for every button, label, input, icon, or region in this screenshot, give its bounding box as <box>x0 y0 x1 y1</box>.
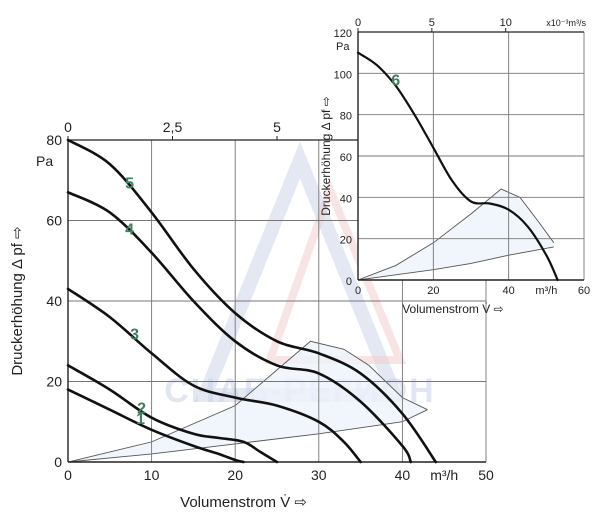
y-tick-label-1-3: 60 <box>340 152 352 164</box>
y-tick-label-1-1: 20 <box>340 235 352 247</box>
y-tick-label-1-2: 40 <box>340 193 352 205</box>
y-tick-label-0-2: 40 <box>46 293 62 309</box>
x-tick-label-0-0: 0 <box>64 467 72 483</box>
curve-label-5: 5 <box>125 175 134 192</box>
secondary-unit-label-1: x10⁻³m³/s <box>546 18 586 28</box>
x-tick-label-0-3: 30 <box>311 467 327 483</box>
curve-5 <box>66 138 438 464</box>
x-tick-label-1-0: 0 <box>355 285 361 297</box>
y-tick-label-1-6: 120 <box>334 28 352 40</box>
secondary-x-tick-label-0-0: 0 <box>64 119 72 135</box>
y-tick-label-0-0: 0 <box>54 454 62 470</box>
x-unit-label-1: m³/h <box>535 285 557 297</box>
y-tick-label-0-1: 20 <box>46 374 62 390</box>
y-unit-label-1: Pa <box>336 41 350 53</box>
y-axis-title-1: Druckerhöhung Δ pf ⇨ <box>319 96 333 215</box>
y-tick-label-1-4: 80 <box>340 111 352 123</box>
curve-label-3: 3 <box>130 326 139 343</box>
secondary-x-tick-label-1-2: 10 <box>500 17 512 29</box>
secondary-x-tick-label-1-1: 5 <box>429 17 435 29</box>
x-tick-label-1-3: 60 <box>578 285 590 297</box>
curve-label-6: 6 <box>391 73 400 90</box>
operating-region-edge-1-1 <box>357 246 554 281</box>
secondary-x-tick-label-1-0: 0 <box>355 17 361 29</box>
x-tick-label-0-2: 20 <box>227 467 243 483</box>
operating-region-fill-1 <box>358 189 554 280</box>
y-tick-label-1-5: 100 <box>334 69 352 81</box>
x-tick-label-0-5: 50 <box>478 467 494 483</box>
operating-region-fill-0 <box>68 341 428 462</box>
y-axis-title-0: Druckerhöhung Δ pf ⇨ <box>9 226 26 375</box>
y-tick-label-1-0: 0 <box>346 276 352 288</box>
x-unit-label-0: m³/h <box>430 467 458 483</box>
curve-1 <box>66 388 245 464</box>
curve-4 <box>66 191 413 464</box>
x-tick-label-1-2: 40 <box>503 285 515 297</box>
y-tick-label-0-4: 80 <box>46 132 62 148</box>
curve-label-4: 4 <box>125 222 134 239</box>
curve-label-2: 2 <box>137 401 146 418</box>
x-tick-label-0-4: 40 <box>395 467 411 483</box>
x-axis-title-1: Volumenstrom V̇ ⇨ <box>402 302 503 316</box>
x-tick-label-1-1: 20 <box>427 285 439 297</box>
operating-region-edge-1-0 <box>357 188 555 281</box>
y-tick-label-0-3: 60 <box>46 213 62 229</box>
x-tick-label-0-1: 10 <box>144 467 160 483</box>
curve-label-1: 1 <box>136 411 145 428</box>
secondary-x-tick-label-0-2: 5 <box>273 119 281 135</box>
curve-3 <box>66 287 362 464</box>
curve-2 <box>66 364 279 464</box>
secondary-x-tick-label-0-1: 2,5 <box>163 119 183 135</box>
curve-6 <box>356 51 559 282</box>
x-axis-title-0: Volumenstrom V̇ ⇨ <box>180 494 307 511</box>
y-unit-label-0: Pa <box>36 153 53 169</box>
